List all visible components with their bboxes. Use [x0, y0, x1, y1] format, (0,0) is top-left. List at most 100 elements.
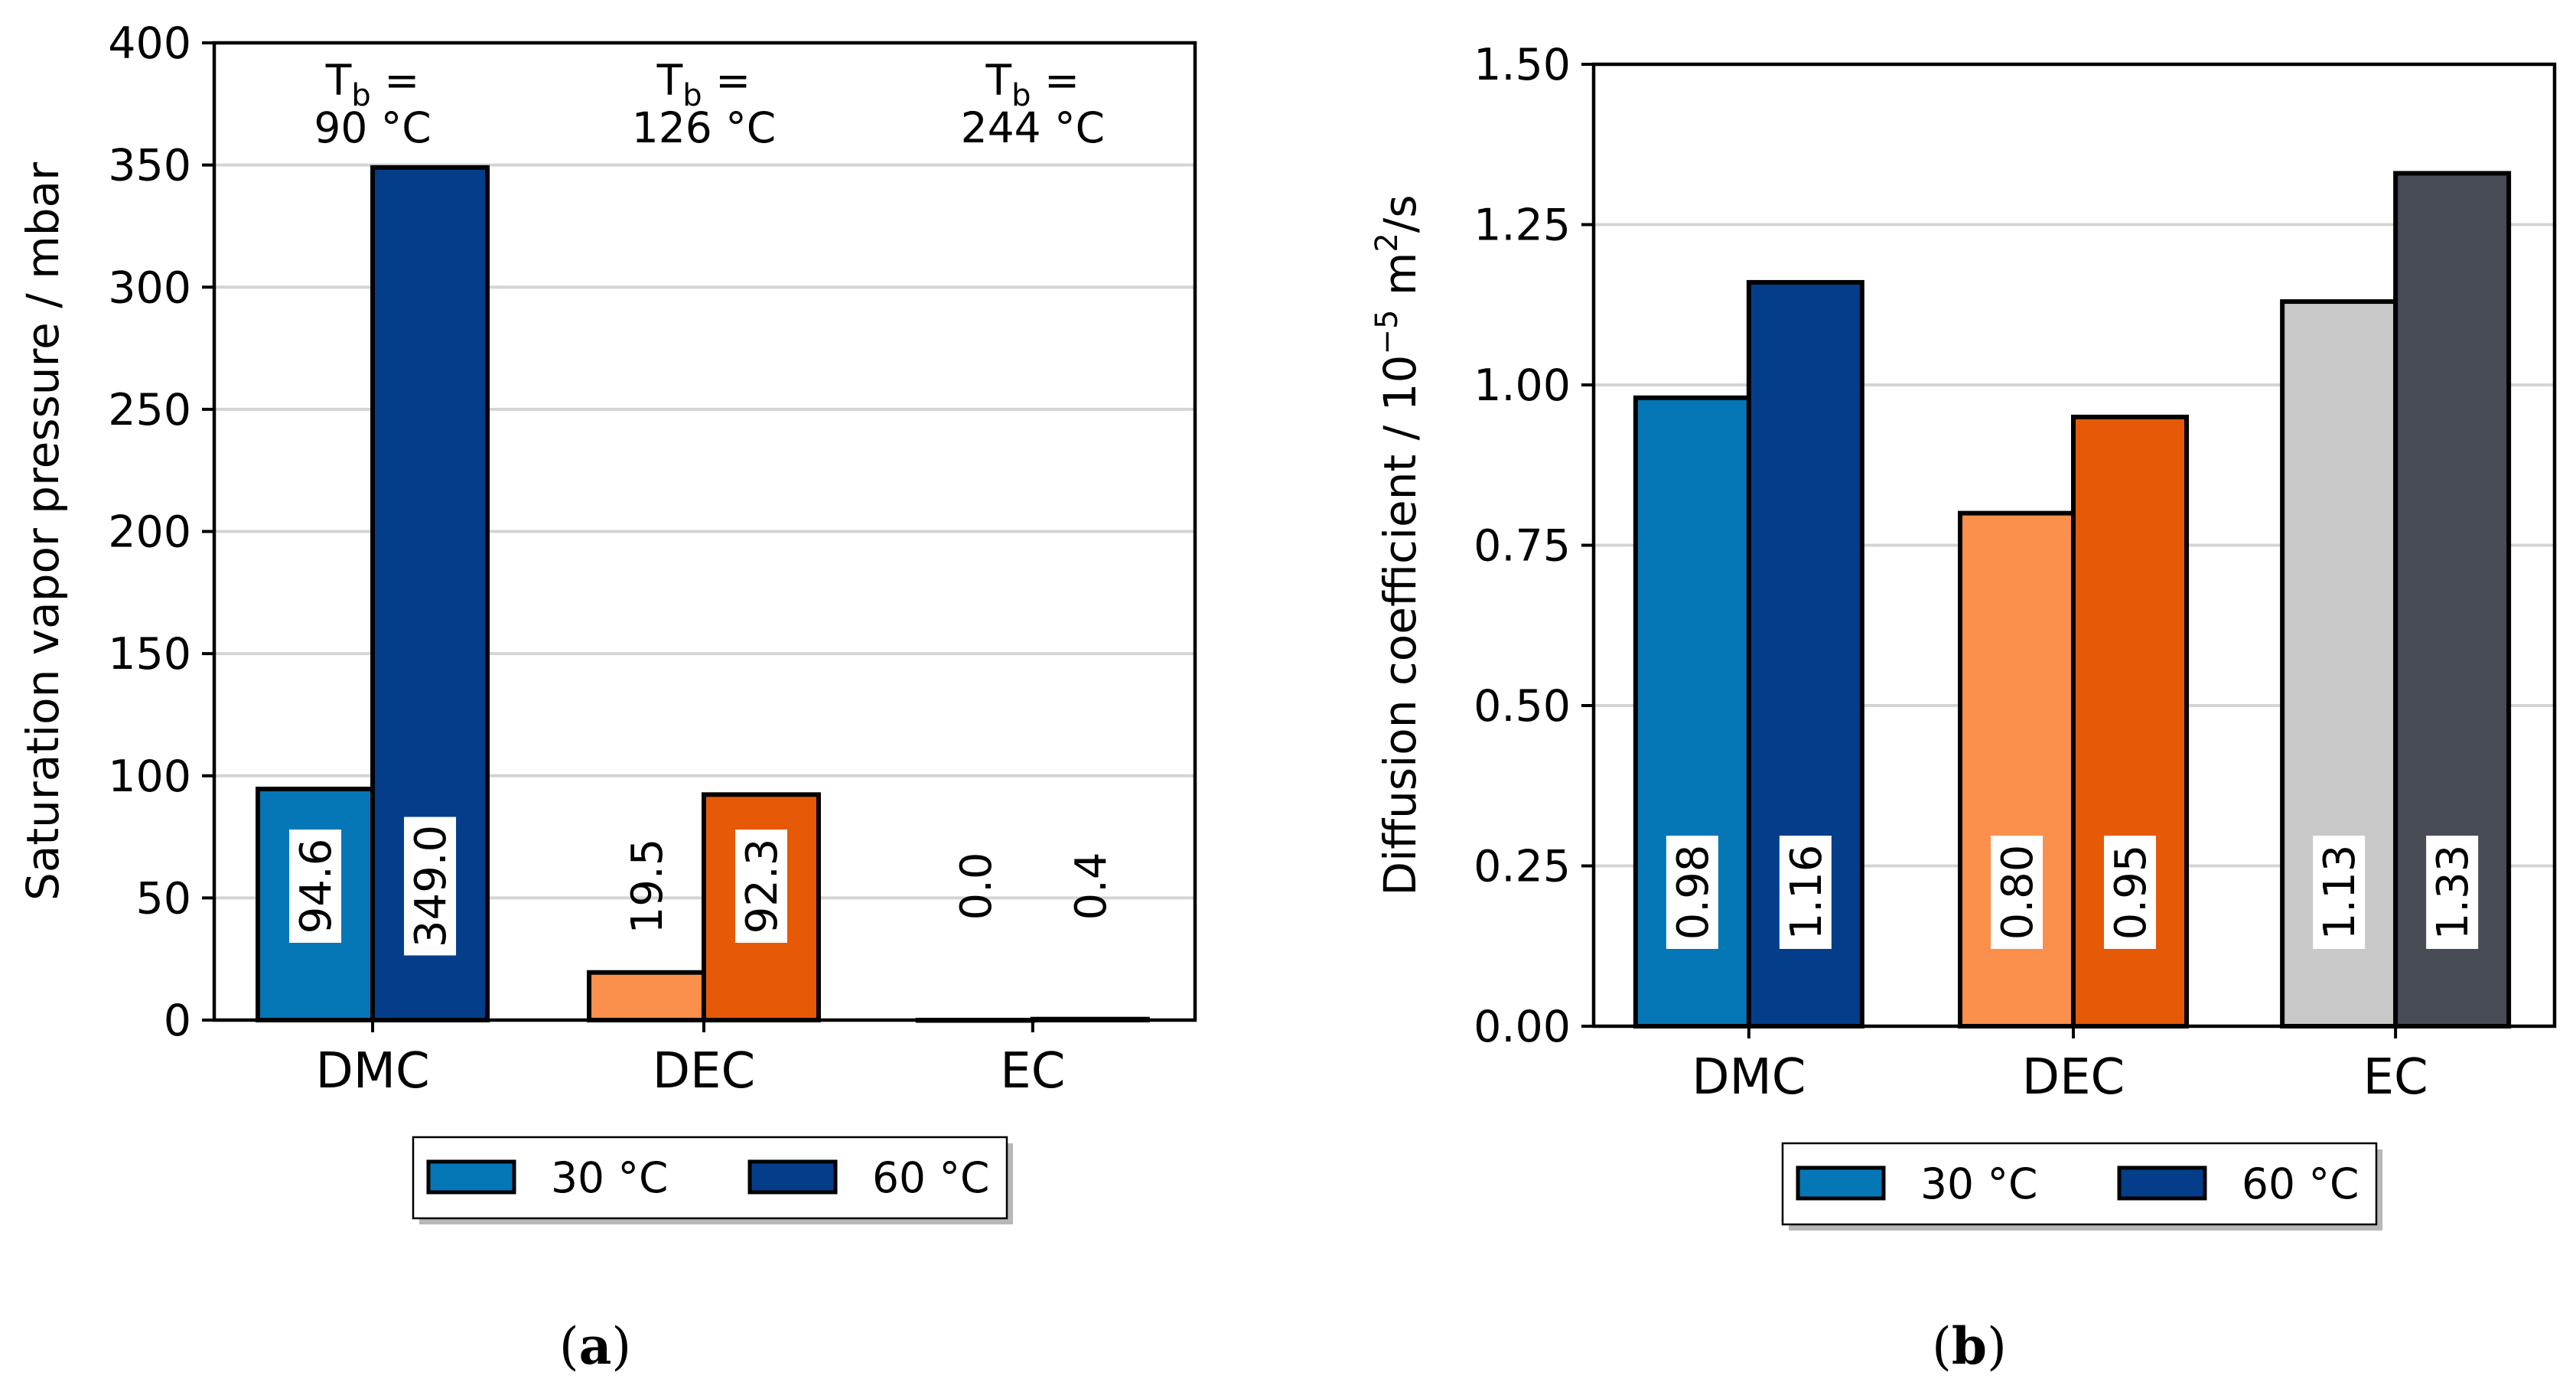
value-label-ec-30c: 1.13: [2313, 836, 2366, 949]
tb-annotation-line1: Tb =: [985, 56, 1080, 113]
value-label-dmc-60c: 1.16: [1779, 836, 1832, 949]
legend-label-30c: 30 °C: [551, 1153, 668, 1202]
legend-label-30c: 30 °C: [1920, 1159, 2037, 1208]
y-tick-label: 100: [108, 751, 191, 802]
tb-annotation-line2: 244 °C: [961, 103, 1105, 152]
value-label-text: 1.16: [1782, 845, 1832, 940]
caption-a: (a): [559, 1316, 631, 1376]
legend-swatch-30c: [426, 1159, 516, 1195]
panel-b-ylabel-unit-exp: 2: [1369, 233, 1405, 252]
legend-label-60c: 60 °C: [2242, 1159, 2359, 1208]
y-tick-label: 1.50: [1474, 40, 1571, 90]
y-tick-label: 0.50: [1474, 681, 1571, 732]
panel-b-bars: [1633, 171, 2512, 1029]
x-tick-label-ec: EC: [2363, 1049, 2428, 1106]
tb-subscript: b: [1011, 78, 1031, 113]
y-tick-label: 1.25: [1474, 200, 1571, 251]
value-label-box: [1779, 836, 1832, 949]
tb-annotation-line1: Tb =: [325, 56, 420, 113]
x-tick-label-dmc: DMC: [1692, 1049, 1806, 1106]
value-label-text: 0.4: [1067, 852, 1116, 920]
value-label-text: 94.6: [291, 839, 341, 934]
tb-symbol: T: [325, 56, 352, 105]
tb-annotation-line1: Tb =: [656, 56, 751, 113]
y-tick-label: 50: [135, 873, 191, 924]
y-tick-label: 250: [108, 385, 191, 435]
value-label-box: [2103, 836, 2156, 949]
y-tick-label: 200: [108, 507, 191, 558]
value-label-box: [1990, 836, 2043, 949]
value-label-text: 92.3: [738, 839, 787, 934]
value-label-dmc-30c: 94.6: [289, 830, 342, 943]
tb-subscript: b: [351, 78, 370, 113]
panel-a-y-axis-label: Saturation vapor pressure / mbar: [17, 162, 69, 901]
y-tick-label: 400: [108, 18, 191, 69]
tb-annotation-line2: 126 °C: [632, 103, 776, 152]
value-label-text: 1.13: [2315, 845, 2365, 940]
panel-b-ylabel-exp: −5: [1369, 310, 1405, 355]
panel-b-y-axis-label: Diffusion coefficient / 10−5 m2/s: [1369, 194, 1426, 895]
value-label-dec-60c: 92.3: [734, 830, 787, 943]
value-label-box: [404, 817, 457, 956]
legend-label-60c: 60 °C: [872, 1153, 989, 1202]
value-label-box: [2426, 836, 2479, 949]
bar-dec-30c: [1957, 510, 2076, 1029]
y-tick-label: 300: [108, 262, 191, 313]
y-tick-label: 350: [108, 141, 191, 191]
panel-a-annotations: Tb =90 °CTb =126 °CTb =244 °C: [314, 56, 1105, 152]
value-label-text: 1.33: [2428, 845, 2478, 940]
panel-b-y-ticks: 0.00 0.25 0.50 0.75 1.00 1.25 1.50: [1474, 40, 1594, 1052]
tb-symbol: T: [656, 56, 683, 105]
bar-dec-30c: [586, 970, 706, 1022]
panel-a-y-ticks: 0 50 100 150 200 250 300 350 400: [108, 18, 214, 1046]
tb-equals: =: [371, 56, 420, 105]
panel-b: 0.00 0.25 0.50 0.75 1.00 1.25 1.50 DMC DEC EC 0.…: [1369, 40, 2557, 1231]
value-label-box: [2313, 836, 2366, 949]
panel-b-value-labels: 0.98 1.16 0.80 0.95 1.13 1.33: [1666, 836, 2479, 949]
value-label-dec-30c: 0.80: [1990, 836, 2043, 949]
y-tick-label: 150: [108, 629, 191, 680]
panel-b-legend: 30 °C 60 °C: [1781, 1142, 2382, 1231]
value-label-box: [734, 830, 787, 943]
panel-a-legend: 30 °C 60 °C: [412, 1136, 1013, 1224]
value-label-ec-30c: 0.0: [952, 852, 1001, 920]
legend-swatch-30c: [1796, 1165, 1886, 1201]
tb-equals: =: [702, 56, 751, 105]
value-label-dec-60c: 0.95: [2103, 836, 2156, 949]
panel-b-ylabel-unit-tail: /s: [1374, 194, 1426, 233]
panel-a-bars: [256, 165, 1150, 1023]
value-label-text: 0.0: [952, 852, 1001, 920]
caption-b: (b): [1932, 1316, 2007, 1376]
panel-b-ylabel-main: Diffusion coefficient / 10: [1374, 355, 1426, 896]
panel-a-value-labels: 94.6 349.0 19.5 92.3 0.0 0.4: [289, 817, 1116, 956]
tb-symbol: T: [985, 56, 1012, 105]
x-tick-label-dmc: DMC: [315, 1043, 429, 1100]
value-label-text: 0.98: [1669, 845, 1718, 940]
y-tick-label: 0.75: [1474, 521, 1571, 572]
legend-swatch-60c: [2117, 1165, 2207, 1201]
y-tick-label: 1.00: [1474, 360, 1571, 411]
value-label-dec-30c: 19.5: [623, 839, 672, 934]
value-label-text: 19.5: [623, 839, 672, 934]
tb-equals: =: [1031, 56, 1080, 105]
panel-b-ylabel-unit: m: [1374, 253, 1426, 310]
value-label-dmc-30c: 0.98: [1666, 836, 1718, 949]
value-label-dmc-60c: 349.0: [404, 817, 457, 956]
y-tick-label: 0: [164, 996, 191, 1046]
value-label-ec-60c: 1.33: [2426, 836, 2479, 949]
value-label-text: 0.80: [1993, 845, 2043, 940]
legend-swatch-60c: [747, 1159, 838, 1195]
x-tick-label-ec: EC: [1000, 1043, 1065, 1100]
value-label-text: 0.95: [2106, 845, 2156, 940]
tb-annotation-line2: 90 °C: [314, 103, 431, 152]
panel-b-x-ticks: DMC DEC EC: [1692, 1026, 2428, 1106]
x-tick-label-dec: DEC: [2022, 1049, 2125, 1106]
panel-a-x-ticks: DMC DEC EC: [315, 1020, 1065, 1100]
value-label-box: [1666, 836, 1718, 949]
value-label-text: 349.0: [406, 825, 456, 947]
value-label-ec-60c: 0.4: [1067, 852, 1116, 920]
y-tick-label: 0.00: [1474, 1002, 1571, 1052]
value-label-box: [289, 830, 342, 943]
